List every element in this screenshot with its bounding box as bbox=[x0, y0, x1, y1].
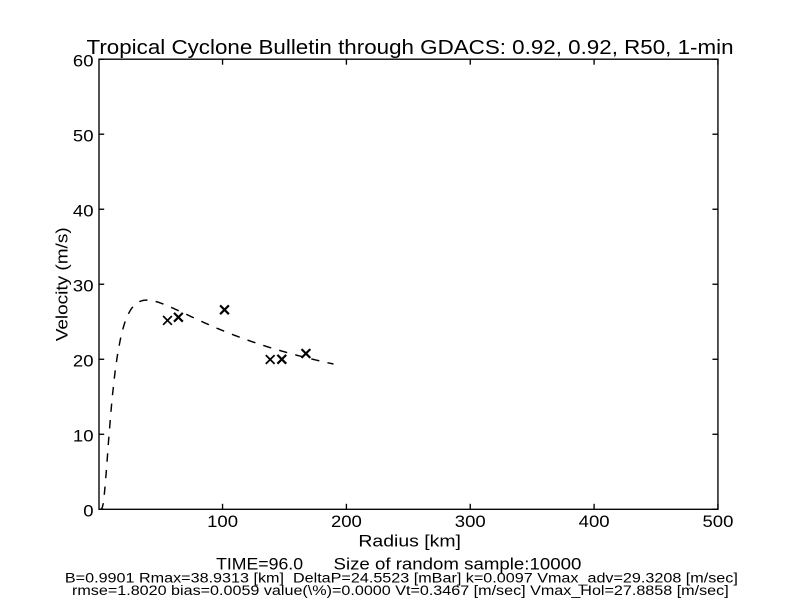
svg-text:B=0.9901 Rmax=38.9313 [km] De: B=0.9901 Rmax=38.9313 [km] DeltaP=24.552… bbox=[65, 571, 738, 587]
svg-text:10: 10 bbox=[73, 426, 94, 445]
svg-text:200: 200 bbox=[331, 512, 362, 531]
svg-text:100: 100 bbox=[207, 512, 238, 531]
svg-text:30: 30 bbox=[73, 276, 94, 295]
svg-text:TIME=96.0: TIME=96.0 bbox=[216, 554, 303, 574]
svg-text:60: 60 bbox=[73, 51, 94, 70]
svg-text:Velocity (m/s): Velocity (m/s) bbox=[52, 227, 71, 341]
svg-text:Size of random sample:10000: Size of random sample:10000 bbox=[334, 554, 582, 573]
svg-text:50: 50 bbox=[73, 126, 94, 145]
svg-text:Radius [km]: Radius [km] bbox=[358, 531, 461, 551]
svg-text:Tropical Cyclone Bulletin thro: Tropical Cyclone Bulletin through GDACS:… bbox=[87, 37, 734, 59]
svg-text:400: 400 bbox=[579, 512, 610, 531]
svg-text:rmse=1.8020 bias=0.0059 value(: rmse=1.8020 bias=0.0059 value(\%)=0.0000… bbox=[72, 583, 729, 599]
svg-text:300: 300 bbox=[455, 512, 486, 531]
svg-text:500: 500 bbox=[702, 512, 733, 531]
svg-text:0: 0 bbox=[83, 501, 93, 520]
svg-text:20: 20 bbox=[73, 351, 94, 370]
svg-text:40: 40 bbox=[73, 201, 94, 220]
